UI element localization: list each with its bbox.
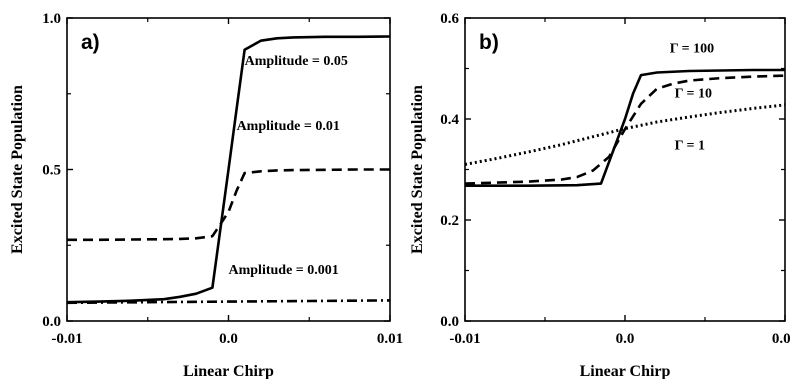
x-axis-label: Linear Chirp bbox=[183, 363, 274, 379]
x-tick-label: 0.0 bbox=[219, 331, 238, 347]
panel-label: b) bbox=[479, 31, 499, 54]
y-tick-label: 0.2 bbox=[440, 213, 459, 229]
x-tick-label: 0.01 bbox=[772, 331, 790, 347]
x-tick-label: -0.01 bbox=[51, 331, 82, 347]
series-annotation-3: Γ = 1 bbox=[675, 138, 705, 153]
series-line-3 bbox=[464, 103, 786, 166]
y-tick-label: 0.5 bbox=[42, 163, 61, 179]
y-tick-label: 0.0 bbox=[42, 314, 61, 330]
series-annotation-2: Γ = 10 bbox=[675, 86, 712, 101]
y-axis-label: Excited State Population bbox=[409, 85, 426, 254]
series-line-1 bbox=[465, 68, 785, 187]
series-annotation-1: Γ = 100 bbox=[670, 41, 714, 56]
x-tick-label: 0.0 bbox=[616, 331, 635, 347]
panel-label: a) bbox=[81, 31, 100, 54]
y-tick-label: 0.6 bbox=[440, 11, 459, 27]
y-tick-label: 0.4 bbox=[440, 112, 459, 128]
series-line-2 bbox=[67, 168, 390, 242]
series-line-3 bbox=[66, 299, 391, 305]
x-tick-label: 0.01 bbox=[377, 331, 403, 347]
plot-frame bbox=[464, 17, 786, 322]
series-line-1 bbox=[66, 35, 391, 304]
y-tick-label: 0.0 bbox=[440, 314, 459, 330]
series-annotation-2: Amplitude = 0.01 bbox=[237, 119, 340, 134]
y-tick-label: 1.0 bbox=[42, 11, 61, 27]
series-annotation-1: Amplitude = 0.05 bbox=[245, 54, 348, 69]
x-axis-label: Linear Chirp bbox=[580, 363, 671, 379]
x-tick-label: -0.01 bbox=[449, 331, 480, 347]
series-annotation-3: Amplitude = 0.001 bbox=[229, 263, 339, 278]
series-line-2 bbox=[464, 74, 786, 185]
y-axis-label: Excited State Population bbox=[9, 85, 26, 254]
